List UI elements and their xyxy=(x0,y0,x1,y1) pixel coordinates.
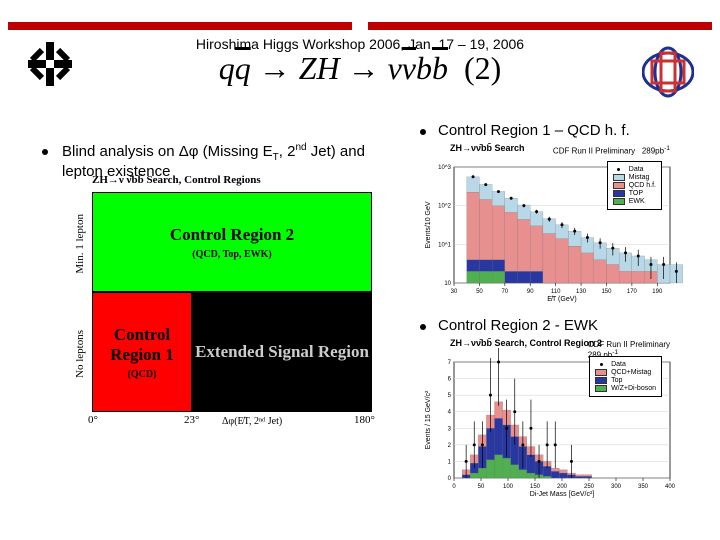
svg-text:Di-Jet Mass [GeV/c²]: Di-Jet Mass [GeV/c²] xyxy=(530,491,595,498)
svg-text:110: 110 xyxy=(551,289,561,295)
header-band: Hiroshima Higgs Workshop 2006, Jan. 17 –… xyxy=(0,20,720,32)
x-tick-0: 0° xyxy=(88,414,98,426)
svg-text:200: 200 xyxy=(557,484,568,490)
svg-text:30: 30 xyxy=(451,289,458,295)
svg-text:350: 350 xyxy=(638,484,649,490)
control-region-2-cell: Control Region 2 (QCD, Top, EWK) xyxy=(92,192,372,292)
svg-text:Events/10 GeV: Events/10 GeV xyxy=(425,201,432,248)
plot-missing-et: ZH→νν̄bb̄ SearchCDF Run II Preliminary 2… xyxy=(420,143,690,303)
svg-text:150: 150 xyxy=(530,484,541,490)
svg-text:130: 130 xyxy=(576,289,587,295)
svg-text:50: 50 xyxy=(476,289,483,295)
svg-text:170: 170 xyxy=(627,289,638,295)
svg-text:250: 250 xyxy=(584,484,595,490)
svg-text:10^2: 10^2 xyxy=(438,204,451,210)
y-label-bot: No leptons xyxy=(74,330,86,378)
x-tick-mid: 23° xyxy=(184,414,199,426)
slide-body: Blind analysis on Δφ (Missing ET, 2nd Je… xyxy=(0,128,720,538)
bullet-control-region-2: Control Region 2 - EWK xyxy=(420,317,710,334)
svg-text:100: 100 xyxy=(503,484,514,490)
left-column: Blind analysis on Δφ (Missing ET, 2nd Je… xyxy=(42,142,402,422)
slide-header: Hiroshima Higgs Workshop 2006, Jan. 17 –… xyxy=(0,0,720,110)
right-column: Control Region 1 – QCD h. f. ZH→νν̄bb̄ S… xyxy=(420,122,710,498)
diagram-title: ZH→ν ν̄bb̄ Search, Control Regions xyxy=(92,174,261,186)
extended-signal-region-cell: Extended Signal Region xyxy=(192,292,372,412)
y-label-top: Min. 1 lepton xyxy=(74,214,86,274)
plot-dijet-mass: ZH→νν̄bb̄ Search, Control Region 2CDF Ru… xyxy=(420,338,690,498)
svg-text:10^1: 10^1 xyxy=(438,242,451,248)
bullet-control-region-1: Control Region 1 – QCD h. f. xyxy=(420,122,710,139)
svg-text:300: 300 xyxy=(611,484,622,490)
svg-text:400: 400 xyxy=(665,484,676,490)
control-regions-diagram: ZH→ν ν̄bb̄ Search, Control Regions Contr… xyxy=(92,192,372,422)
svg-text:10: 10 xyxy=(444,281,451,287)
svg-text:190: 190 xyxy=(652,289,663,295)
svg-text:70: 70 xyxy=(501,289,508,295)
svg-text:Events / 15 GeV/c²: Events / 15 GeV/c² xyxy=(425,390,432,449)
x-tick-end: 180° xyxy=(354,414,375,426)
control-region-1-cell: Control Region 1 (QCD) xyxy=(92,292,192,412)
svg-text:150: 150 xyxy=(601,289,612,295)
process-formula: qq → ZH → ννbb (2) xyxy=(0,50,720,87)
svg-text:50: 50 xyxy=(478,484,485,490)
x-axis-label: Δφ(E̸T, 2ⁿᵈ Jet) xyxy=(222,416,282,427)
svg-text:90: 90 xyxy=(527,289,534,295)
svg-text:10^3: 10^3 xyxy=(438,165,451,171)
svg-text:E̸T (GeV): E̸T (GeV) xyxy=(547,295,576,303)
